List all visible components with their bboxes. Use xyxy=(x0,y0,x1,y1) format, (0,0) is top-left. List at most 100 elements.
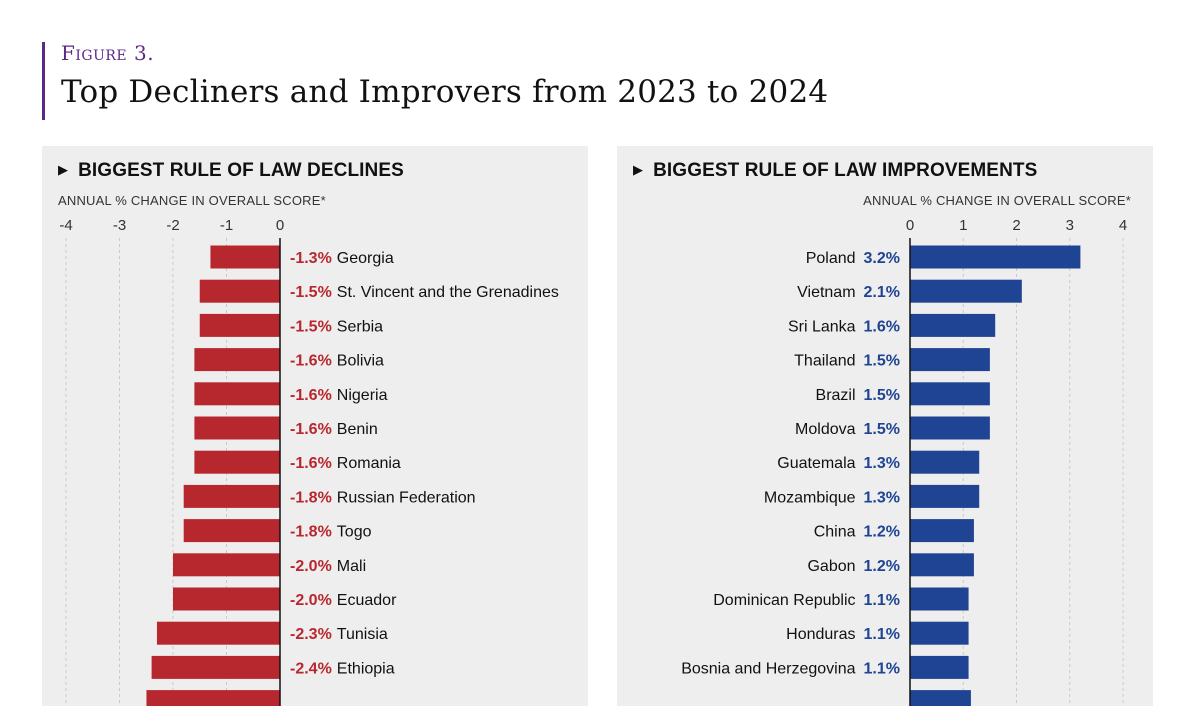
category-label: Georgia xyxy=(337,250,394,267)
declines-chart: -4 -3 -2 -1 0 -1.3% Georgia -1.5% St. Vincent an… xyxy=(59,217,559,706)
bar xyxy=(910,655,969,679)
bar xyxy=(910,382,990,406)
bar xyxy=(183,484,280,508)
category-label: Brazil xyxy=(816,387,856,404)
category-label: Benin xyxy=(337,421,378,438)
category-label: Guatemala xyxy=(777,455,855,472)
triangle-right-icon: ▶ xyxy=(633,162,644,177)
tick-label: -2 xyxy=(166,217,179,234)
tick-label: 0 xyxy=(906,217,914,234)
bar xyxy=(194,450,280,474)
figure-label: Figure 3. xyxy=(61,41,155,65)
category-label: St. Vincent and the Grenadines xyxy=(337,284,559,301)
category-label: Poland xyxy=(806,250,856,267)
category-label: Nigeria xyxy=(337,387,388,404)
value-label: 1.2% xyxy=(864,524,900,541)
value-label: -1.6% xyxy=(290,421,332,438)
bar xyxy=(910,450,980,474)
bar xyxy=(151,655,280,679)
tick-label: 1 xyxy=(959,217,967,234)
improvements-chart: 0 1 2 3 4 3.2% Poland 2.1% Vietnam 1.6% Sri Lanka 1… xyxy=(681,217,1127,706)
value-label: 1.5% xyxy=(864,387,900,404)
value-label: -2.4% xyxy=(290,660,332,677)
tick-label: -1 xyxy=(220,217,233,234)
bar xyxy=(910,416,990,440)
improvements-axis-label: ANNUAL % CHANGE IN OVERALL SCORE* xyxy=(863,193,1131,208)
value-label: 1.3% xyxy=(864,455,900,472)
bar xyxy=(156,621,280,645)
bar-cropped xyxy=(910,690,971,706)
tick-label: -4 xyxy=(59,217,72,234)
declines-title-text: BIGGEST RULE OF LAW DECLINES xyxy=(78,160,404,181)
bar xyxy=(183,519,280,543)
bar xyxy=(910,484,980,508)
bar xyxy=(910,348,990,372)
category-label: Ethiopia xyxy=(337,660,395,677)
bar xyxy=(199,279,280,303)
tick-label: 2 xyxy=(1012,217,1020,234)
bar xyxy=(194,382,280,406)
triangle-right-icon: ▶ xyxy=(58,162,69,177)
value-label: -1.5% xyxy=(290,284,332,301)
figure-title: Top Decliners and Improvers from 2023 to… xyxy=(61,74,829,110)
declines-axis-label: ANNUAL % CHANGE IN OVERALL SCORE* xyxy=(58,193,326,208)
category-label: Gabon xyxy=(807,558,855,575)
category-label: Serbia xyxy=(337,318,383,335)
value-label: 1.3% xyxy=(864,489,900,506)
category-label: China xyxy=(814,524,856,541)
value-label: -2.3% xyxy=(290,626,332,643)
tick-label: -3 xyxy=(113,217,126,234)
bar xyxy=(194,348,280,372)
value-label: 2.1% xyxy=(864,284,900,301)
declines-panel: ▶ BIGGEST RULE OF LAW DECLINES ANNUAL % C… xyxy=(42,146,588,706)
bar xyxy=(194,416,280,440)
category-label: Vietnam xyxy=(797,284,855,301)
category-label: Ecuador xyxy=(337,592,397,609)
improvements-title-text: BIGGEST RULE OF LAW IMPROVEMENTS xyxy=(653,160,1038,181)
value-label: 3.2% xyxy=(864,250,900,267)
value-label: 1.2% xyxy=(864,558,900,575)
bar xyxy=(910,587,969,611)
bar xyxy=(910,553,974,577)
value-label: 1.1% xyxy=(864,660,900,677)
value-label: 1.5% xyxy=(864,421,900,438)
category-label: Mozambique xyxy=(764,489,856,506)
bar xyxy=(910,519,974,543)
improvements-panel-title: ▶ BIGGEST RULE OF LAW IMPROVEMENTS xyxy=(633,160,1037,182)
bar-cropped xyxy=(146,690,280,706)
value-label: 1.1% xyxy=(864,626,900,643)
value-label: 1.1% xyxy=(864,592,900,609)
category-label: Honduras xyxy=(786,626,855,643)
category-label: Russian Federation xyxy=(337,489,476,506)
category-label: Togo xyxy=(337,524,372,541)
value-label: 1.5% xyxy=(864,353,900,370)
bar xyxy=(910,313,996,337)
bar xyxy=(199,313,280,337)
bar xyxy=(173,553,280,577)
category-label: Sri Lanka xyxy=(788,318,856,335)
category-label: Bosnia and Herzegovina xyxy=(681,660,855,677)
declines-panel-title: ▶ BIGGEST RULE OF LAW DECLINES xyxy=(58,160,404,182)
value-label: 1.6% xyxy=(864,318,900,335)
category-label: Tunisia xyxy=(337,626,388,643)
figure-header: Figure 3. Top Decliners and Improvers fr… xyxy=(42,42,828,120)
value-label: -1.8% xyxy=(290,524,332,541)
value-label: -1.8% xyxy=(290,489,332,506)
improvements-panel: ▶ BIGGEST RULE OF LAW IMPROVEMENTS ANNUAL… xyxy=(617,146,1153,706)
category-label: Romania xyxy=(337,455,401,472)
tick-label: 0 xyxy=(276,217,284,234)
category-label: Mali xyxy=(337,558,366,575)
tick-label: 3 xyxy=(1066,217,1074,234)
tick-label: 4 xyxy=(1119,217,1127,234)
bar xyxy=(910,279,1022,303)
bar xyxy=(173,587,280,611)
category-label: Bolivia xyxy=(337,353,384,370)
category-label: Moldova xyxy=(795,421,856,438)
value-label: -2.0% xyxy=(290,558,332,575)
value-label: -1.3% xyxy=(290,250,332,267)
value-label: -2.0% xyxy=(290,592,332,609)
bar xyxy=(910,245,1081,269)
category-label: Thailand xyxy=(794,353,855,370)
value-label: -1.6% xyxy=(290,353,332,370)
value-label: -1.6% xyxy=(290,455,332,472)
